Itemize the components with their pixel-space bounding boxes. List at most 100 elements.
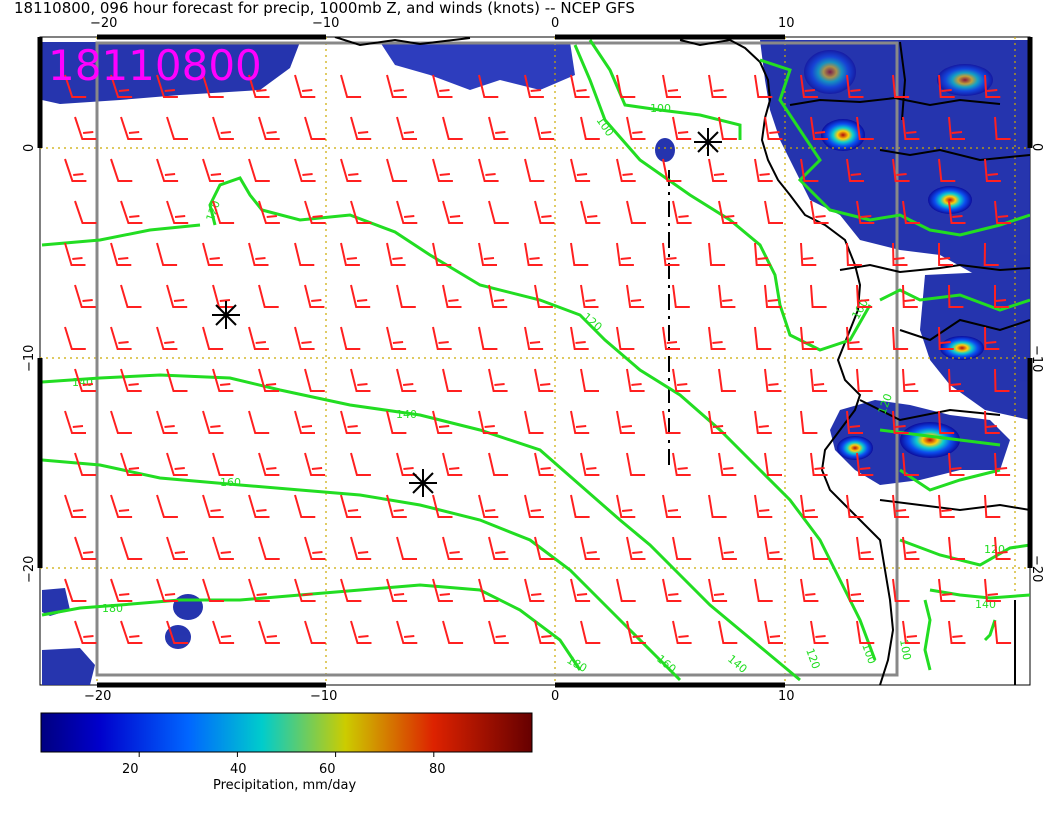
wind-barb bbox=[350, 620, 372, 644]
wind-barb bbox=[810, 116, 829, 140]
wind-barb bbox=[386, 242, 406, 266]
wind-barb bbox=[754, 242, 771, 266]
wind-barb bbox=[856, 452, 874, 476]
wind-barb bbox=[74, 116, 97, 140]
left-lat-tick: −10 bbox=[22, 345, 37, 372]
wind-barb bbox=[248, 158, 270, 182]
wind-barb bbox=[984, 74, 1001, 98]
wind-barb bbox=[892, 494, 910, 518]
wind-barb bbox=[488, 284, 508, 308]
wind-barb bbox=[386, 494, 407, 518]
wind-barb bbox=[616, 158, 636, 182]
wind-barb bbox=[442, 452, 463, 476]
wind-barb bbox=[846, 326, 863, 350]
wind-barb bbox=[304, 452, 326, 476]
wind-barb bbox=[948, 368, 964, 392]
wind-barb bbox=[708, 74, 727, 98]
wind-barb bbox=[662, 494, 681, 518]
wind-barb bbox=[294, 410, 315, 434]
wind-barb bbox=[984, 578, 1001, 602]
wind-barb bbox=[626, 536, 646, 560]
wind-barb bbox=[304, 368, 325, 392]
wind-barb bbox=[524, 158, 545, 182]
wind-barb bbox=[212, 200, 235, 224]
wind-barb bbox=[110, 158, 133, 182]
precip-area bbox=[42, 42, 300, 104]
wind-barb bbox=[938, 578, 956, 602]
wind-barb bbox=[662, 74, 681, 98]
wind-barb bbox=[800, 578, 819, 602]
wind-barb bbox=[994, 536, 1011, 560]
precip-area bbox=[928, 186, 972, 214]
wind-barb bbox=[248, 578, 270, 602]
wind-barb bbox=[340, 410, 361, 434]
wind-barb bbox=[892, 578, 910, 602]
wind-barb bbox=[110, 242, 132, 266]
wind-barb bbox=[248, 494, 270, 518]
contour-line bbox=[759, 58, 1030, 237]
right-lat-tick: −10 bbox=[1029, 345, 1044, 372]
wind-barb bbox=[442, 368, 462, 392]
wind-barb bbox=[718, 284, 736, 308]
wind-barb bbox=[202, 74, 224, 98]
wind-barb bbox=[524, 242, 543, 266]
contour-line bbox=[899, 538, 1030, 567]
wind-barb bbox=[166, 536, 188, 560]
wind-barb bbox=[386, 74, 407, 98]
wind-barb bbox=[718, 116, 737, 140]
wind-barb bbox=[202, 578, 224, 602]
wind-barb bbox=[156, 242, 178, 266]
wind-barb bbox=[442, 116, 463, 140]
wind-barb bbox=[74, 536, 97, 560]
wind-barb bbox=[110, 578, 133, 602]
wind-barb bbox=[202, 494, 224, 518]
wind-barb bbox=[708, 578, 728, 602]
wind-barb bbox=[212, 620, 235, 644]
wind-barb bbox=[478, 74, 499, 98]
wind-barb bbox=[902, 200, 920, 224]
wind-barb bbox=[534, 620, 555, 644]
precip-area bbox=[655, 138, 675, 162]
wind-barb bbox=[662, 158, 682, 182]
top-lon-tick: 0 bbox=[551, 16, 559, 31]
wind-barb bbox=[810, 368, 828, 392]
wind-barb bbox=[120, 116, 143, 140]
colorbar-tick-label: 60 bbox=[319, 762, 336, 777]
wind-barb bbox=[386, 326, 407, 350]
bottom-lon-tick: 0 bbox=[551, 689, 559, 704]
wind-barb bbox=[616, 326, 635, 350]
wind-barb bbox=[892, 242, 908, 266]
wind-barb bbox=[662, 578, 682, 602]
wind-barb bbox=[902, 116, 920, 140]
contour-line bbox=[41, 583, 582, 671]
wind-barb bbox=[396, 452, 417, 476]
wind-barb bbox=[754, 494, 773, 518]
wind-barb bbox=[166, 200, 189, 224]
wind-barb bbox=[764, 452, 782, 476]
wind-barb bbox=[478, 326, 498, 350]
wind-barb bbox=[800, 410, 818, 434]
wind-barb bbox=[764, 620, 783, 644]
wind-barb bbox=[764, 536, 783, 560]
wind-barb bbox=[994, 452, 1011, 476]
wind-barb bbox=[892, 410, 909, 434]
wind-barb bbox=[386, 158, 408, 182]
wind-barb bbox=[74, 284, 96, 308]
wind-barb bbox=[248, 410, 270, 434]
wind-barb bbox=[166, 620, 189, 644]
contour-line bbox=[879, 288, 1030, 312]
wind-barb bbox=[304, 536, 326, 560]
wind-barb bbox=[672, 116, 692, 140]
wind-barbs bbox=[64, 74, 1012, 644]
right-latitude-ticks: 0 −10 −20 bbox=[1029, 143, 1044, 582]
wind-barb bbox=[340, 74, 362, 98]
wind-barb bbox=[110, 74, 133, 98]
colorbar-ticks bbox=[138, 752, 435, 757]
wind-barb bbox=[938, 158, 956, 182]
wind-barb bbox=[524, 494, 544, 518]
wind-barb bbox=[202, 242, 223, 266]
wind-barb bbox=[626, 368, 645, 392]
wind-barb bbox=[524, 410, 544, 434]
wind-barb bbox=[764, 200, 783, 224]
contour-line bbox=[41, 223, 201, 247]
